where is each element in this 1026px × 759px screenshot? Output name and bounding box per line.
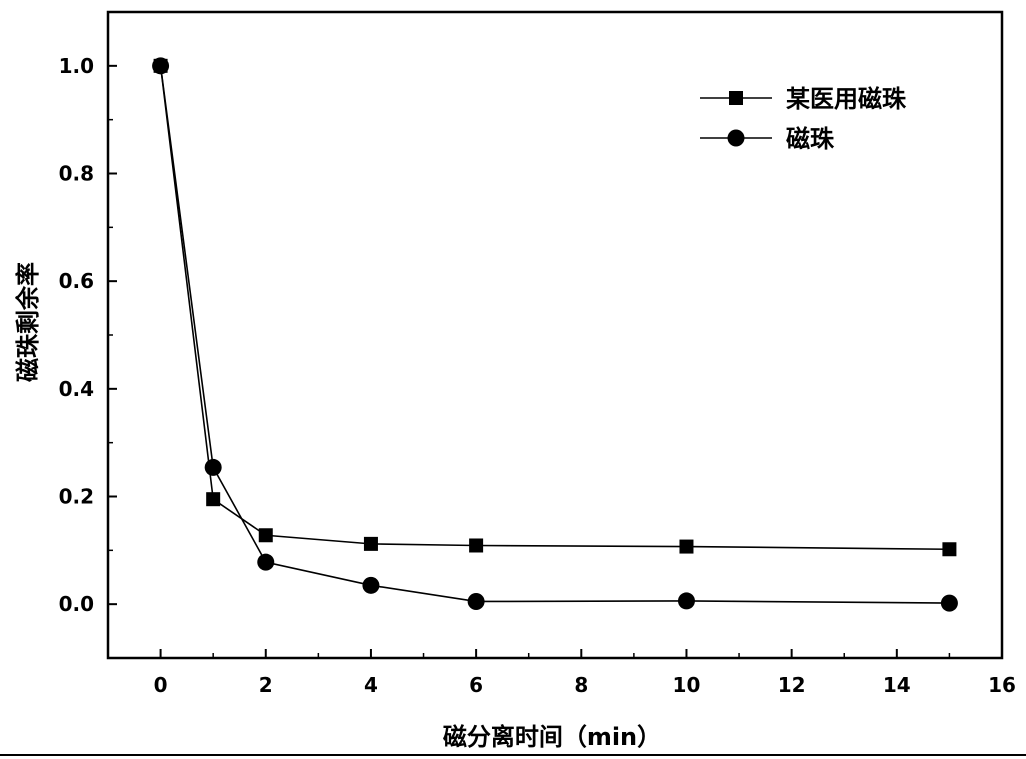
- y-tick-label: 0.8: [59, 162, 94, 186]
- x-tick-label: 8: [574, 673, 588, 697]
- x-tick-label: 2: [259, 673, 273, 697]
- x-tick-label: 16: [988, 673, 1016, 697]
- data-point-square: [679, 539, 694, 554]
- data-point-circle: [940, 594, 958, 612]
- y-tick-label: 0.6: [59, 269, 94, 293]
- data-point-circle: [677, 592, 695, 610]
- data-point-circle: [204, 458, 222, 476]
- y-tick-label: 0.4: [59, 377, 94, 401]
- data-point-square: [206, 492, 221, 507]
- y-tick-label: 1.0: [59, 54, 94, 78]
- legend-marker-square: [729, 91, 743, 105]
- legend-label-1: 某医用磁珠: [786, 85, 907, 113]
- x-axis-title: 磁分离时间（min）: [443, 723, 661, 751]
- y-tick-label: 0.2: [59, 485, 94, 509]
- x-tick-label: 6: [469, 673, 483, 697]
- x-tick-label: 12: [778, 673, 806, 697]
- data-point-circle: [467, 592, 485, 610]
- data-point-square: [469, 538, 484, 553]
- legend-label-2: 磁珠: [786, 125, 835, 153]
- y-axis-title: 磁珠剩余率: [14, 262, 42, 382]
- bottom-border-line: [0, 754, 1026, 756]
- data-point-circle: [257, 553, 275, 571]
- data-point-circle: [152, 57, 170, 75]
- y-tick-label: 0.0: [59, 592, 94, 616]
- data-point-square: [942, 542, 957, 557]
- x-tick-label: 14: [883, 673, 911, 697]
- x-axis: 0 2 4 6 8 10 12 14 16: [154, 649, 1016, 697]
- data-point-square: [363, 536, 378, 551]
- x-tick-label: 10: [673, 673, 701, 697]
- series-layer: [152, 57, 958, 612]
- x-tick-label: 0: [154, 673, 168, 697]
- y-axis: 0.0 0.2 0.4 0.6 0.8 1.0: [59, 54, 117, 616]
- x-tick-label: 4: [364, 673, 378, 697]
- legend-marker-circle: [727, 129, 745, 147]
- data-point-circle: [362, 576, 380, 594]
- data-point-square: [258, 528, 273, 543]
